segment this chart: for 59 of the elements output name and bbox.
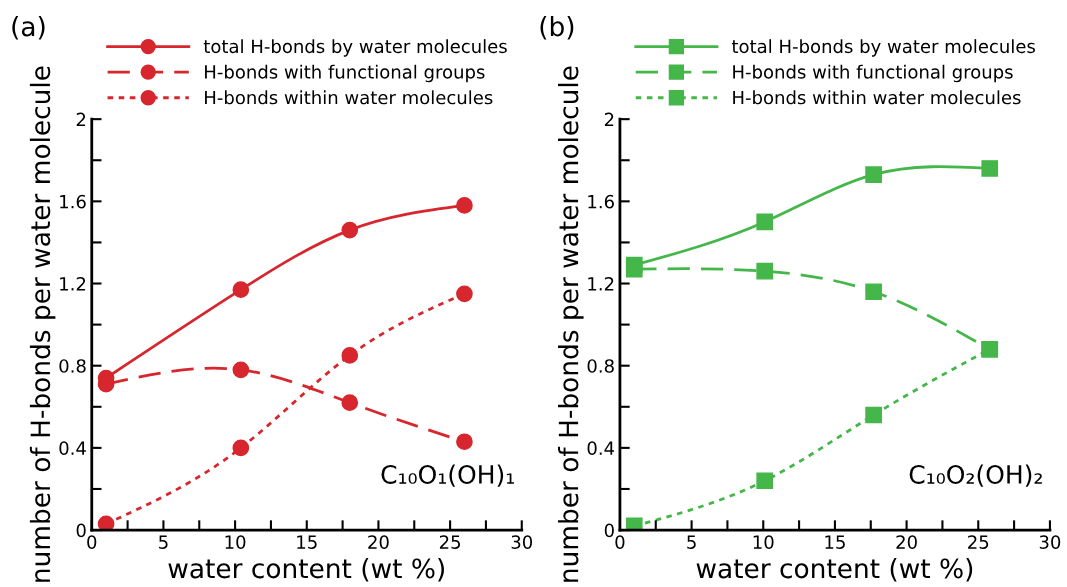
chart-title: (a) <box>12 16 45 40</box>
legend-label: H-bonds within water molecules <box>733 90 1021 105</box>
point <box>756 262 774 280</box>
y-tick-label: 1.2 <box>60 276 86 291</box>
chart-title: (b) <box>540 15 574 40</box>
point <box>341 347 359 364</box>
legend-label: H-bonds within water molecules <box>205 90 493 105</box>
y-tick-label: 0.4 <box>587 441 615 455</box>
point <box>456 285 473 303</box>
x-tick-label: 0 <box>615 535 625 549</box>
x-tick-label: 0 <box>87 535 97 549</box>
legend-label: total H-bonds by water molecules <box>731 39 1035 57</box>
x-tick-label: 5 <box>687 535 696 549</box>
annotation: C₁₀O₁(OH)₁ <box>381 464 514 487</box>
point <box>341 221 359 239</box>
y-tick-label: 0 <box>76 523 86 538</box>
x-tick-label: 30 <box>511 535 533 549</box>
point <box>865 283 882 301</box>
point <box>865 406 882 424</box>
x-tick-label: 10 <box>753 535 774 549</box>
y-tick-label: 0.4 <box>59 441 86 455</box>
point <box>456 433 473 451</box>
y-tick-label: 0.8 <box>59 359 86 373</box>
point <box>756 472 774 490</box>
y-tick-label: 2 <box>604 112 614 127</box>
point <box>981 160 999 177</box>
point <box>232 361 250 379</box>
point <box>97 515 115 531</box>
y-tick-label: 0 <box>604 523 614 538</box>
point <box>625 260 643 278</box>
point <box>341 394 359 412</box>
x-tick-label: 30 <box>1039 535 1061 549</box>
legend-label: total H-bonds by water molecules <box>203 39 507 57</box>
x-tick-label: 15 <box>297 535 317 549</box>
y-tick-label: 1.6 <box>60 194 86 209</box>
x-tick-label: 10 <box>225 535 246 549</box>
point <box>756 213 774 231</box>
x-tick-label: 5 <box>159 535 168 549</box>
x-tick-label: 25 <box>439 535 461 549</box>
x-axis-title: water content (wt %) <box>696 557 973 582</box>
legend-label: H-bonds with functional groups <box>205 64 485 83</box>
x-axis-title: water content (wt %) <box>168 557 444 582</box>
y-axis-title: number of H-bonds per water molecule <box>29 66 56 582</box>
point <box>865 166 882 183</box>
x-tick-label: 25 <box>968 535 989 549</box>
point <box>232 439 250 457</box>
point <box>625 517 643 531</box>
x-tick-label: 15 <box>825 535 845 549</box>
annotation: C₁₀O₂(OH)₂ <box>909 464 1042 487</box>
y-tick-label: 1.2 <box>588 276 614 291</box>
y-tick-label: 0.8 <box>587 359 614 373</box>
y-tick-label: 2 <box>76 112 86 127</box>
y-tick-label: 1.6 <box>588 194 614 209</box>
point <box>232 281 250 299</box>
y-axis-title: number of H-bonds per water molecule <box>558 66 584 582</box>
x-tick-label: 20 <box>368 535 389 549</box>
point <box>456 197 473 214</box>
x-tick-label: 20 <box>896 535 917 549</box>
legend-label: H-bonds with functional groups <box>733 64 1013 83</box>
